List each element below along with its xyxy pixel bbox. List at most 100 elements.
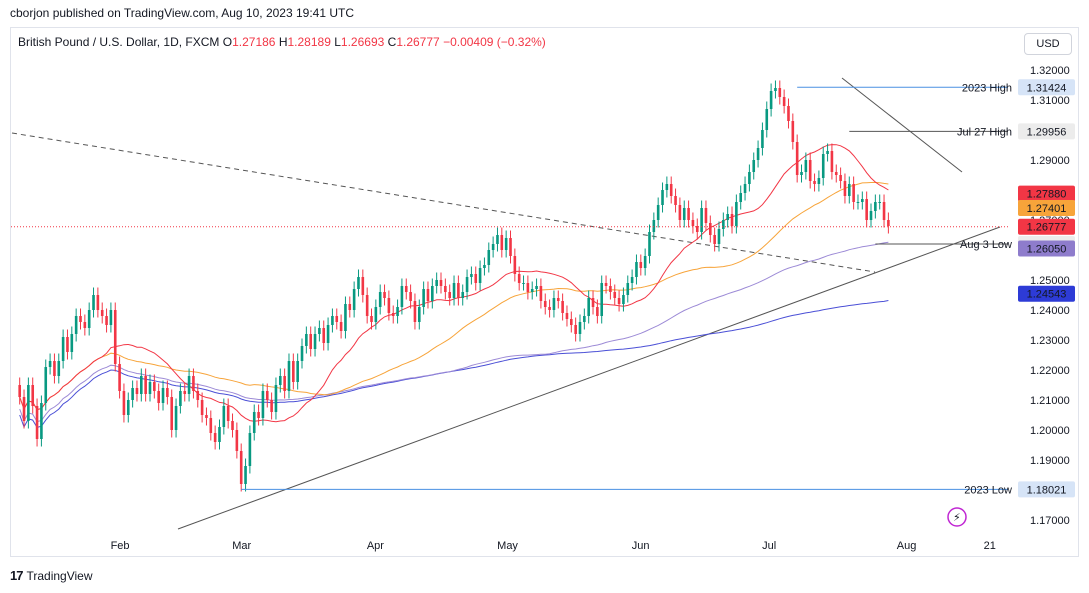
- candle-body: [574, 325, 577, 334]
- candle-body: [113, 310, 117, 364]
- x-tick-label: Jun: [632, 540, 650, 552]
- candle-body: [70, 334, 74, 352]
- candle-body: [448, 292, 451, 298]
- candle-body: [231, 421, 234, 430]
- candle-body: [265, 391, 269, 400]
- low-value: 1.26693: [340, 35, 385, 49]
- y-tick-label: 1.20000: [1030, 425, 1070, 437]
- y-tick-label: 1.21000: [1030, 395, 1070, 407]
- candle-body: [587, 298, 590, 316]
- candle-body: [813, 181, 816, 184]
- level-badge-text: 1.29956: [1027, 126, 1067, 138]
- candle-body: [105, 316, 108, 325]
- candle-body: [292, 361, 295, 382]
- candle-body: [361, 277, 365, 295]
- candle-body: [66, 337, 69, 352]
- price-badge: [1018, 285, 1075, 302]
- candle-body: [100, 310, 104, 316]
- candle-body: [244, 466, 247, 484]
- candle-body: [179, 391, 182, 406]
- price-badge-text: 1.27880: [1027, 189, 1067, 201]
- candle-body: [643, 256, 647, 268]
- lightning-glyph: ⚡: [953, 512, 961, 524]
- candle-body: [300, 346, 304, 361]
- candle-body: [44, 367, 48, 403]
- candle-body: [826, 151, 829, 154]
- price-badge: [1018, 218, 1075, 235]
- candle-body: [148, 382, 152, 394]
- candle-body: [409, 292, 412, 301]
- y-tick-label: 1.22000: [1030, 365, 1070, 377]
- publisher-line: cborjon published on TradingView.com, Au…: [10, 6, 355, 20]
- candle-body: [74, 316, 78, 334]
- candle-body: [500, 235, 504, 250]
- candle-body: [83, 322, 87, 328]
- candle-body: [79, 316, 82, 322]
- footer-brand: 17 TradingView: [10, 568, 93, 583]
- chart-frame[interactable]: [10, 27, 1079, 557]
- price-badge: [1018, 240, 1075, 257]
- candle-body: [287, 361, 291, 391]
- y-tick-label: 1.29000: [1030, 155, 1070, 167]
- candle-body: [470, 274, 473, 277]
- x-tick-label: Jul: [762, 540, 776, 552]
- candle-body: [187, 376, 191, 394]
- candle-body: [804, 160, 808, 172]
- open-value: 1.27186: [232, 35, 276, 49]
- candle-body: [539, 286, 543, 301]
- candle-body: [278, 376, 282, 385]
- candle-body: [717, 229, 721, 244]
- candle-body: [830, 151, 834, 172]
- candle-body: [200, 400, 204, 415]
- x-tick-label: Apr: [367, 540, 384, 552]
- candle-body: [313, 334, 317, 349]
- y-tick-label: 1.17000: [1030, 515, 1070, 527]
- candle-body: [817, 178, 821, 184]
- candle-body: [357, 277, 360, 289]
- candle-body: [552, 298, 556, 310]
- candle-body: [535, 286, 538, 289]
- candle-body: [444, 286, 447, 292]
- candle-body: [61, 337, 65, 361]
- candle-body: [687, 208, 690, 220]
- candle-body: [27, 385, 30, 421]
- candle-body: [218, 427, 221, 442]
- candle-body: [391, 313, 395, 316]
- candle-body: [504, 238, 508, 250]
- candle-body: [431, 286, 434, 301]
- candle-body: [808, 160, 812, 181]
- candle-body: [274, 385, 278, 412]
- candle-body: [400, 286, 404, 307]
- candle-body: [526, 283, 530, 292]
- candle-body: [339, 322, 343, 331]
- candle-body: [648, 232, 651, 256]
- candle-body: [708, 223, 712, 235]
- candle-body: [140, 376, 143, 394]
- candle-body: [530, 289, 534, 292]
- candle-body: [682, 208, 686, 220]
- candle-body: [118, 364, 121, 391]
- candle-body: [800, 172, 803, 175]
- candle-body: [756, 148, 760, 160]
- candle-body: [270, 400, 273, 412]
- candle-body: [261, 391, 265, 418]
- candle-body: [652, 220, 656, 232]
- candle-body: [396, 307, 399, 316]
- candle-body: [417, 307, 421, 322]
- candle-body: [378, 292, 382, 307]
- candle-body: [609, 286, 612, 292]
- candle-body: [556, 298, 560, 301]
- candle-body: [413, 301, 417, 322]
- candle-body: [874, 202, 877, 211]
- candle-body: [722, 220, 725, 229]
- currency-button[interactable]: USD: [1024, 33, 1072, 55]
- candle-body: [157, 391, 160, 403]
- y-tick-label: 1.32000: [1030, 65, 1070, 77]
- candle-body: [461, 292, 465, 298]
- descending-trendline: [11, 132, 876, 273]
- candle-body: [40, 403, 43, 439]
- y-tick-label: 1.23000: [1030, 335, 1070, 347]
- candle-body: [713, 235, 716, 244]
- candle-body: [370, 316, 373, 322]
